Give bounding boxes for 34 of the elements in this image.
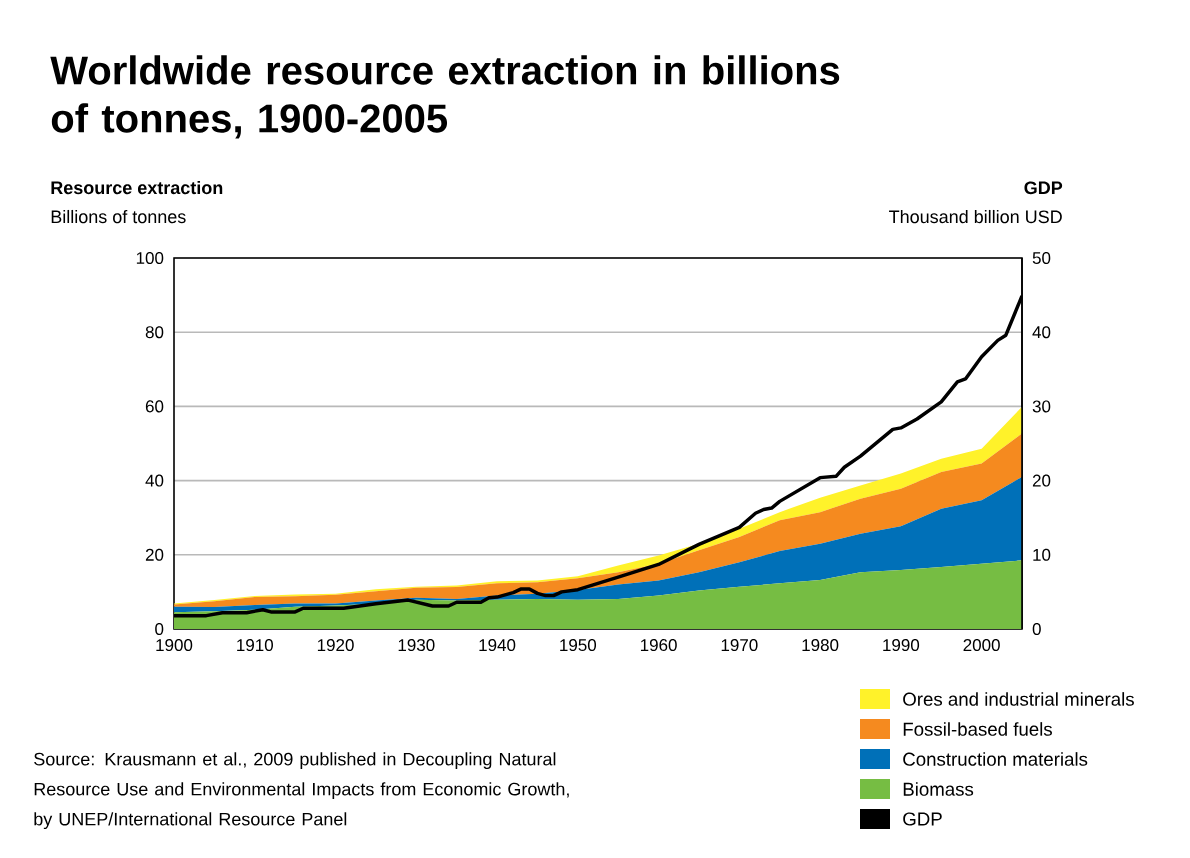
x-tick-label: 1900 [156, 639, 193, 652]
y-tick-label: 40 [145, 474, 164, 487]
y-axis-title: Resource extraction [51, 180, 223, 195]
y2-tick-label: 10 [1033, 548, 1051, 561]
y2-axis-title: GDP [1024, 181, 1063, 195]
legend-label: GDP [903, 812, 942, 826]
x-tick-label: 2000 [963, 639, 1000, 652]
y2-tick-label: 40 [1032, 326, 1051, 339]
legend-label: Biomass [903, 782, 974, 796]
legend-label: Ores and industrial minerals [903, 692, 1134, 706]
y-tick-label: 0 [155, 622, 164, 636]
y-tick-label: 100 [136, 251, 164, 265]
x-tick-label: 1990 [883, 639, 920, 652]
source-note: Source: Krausmann et al., 2009 published in Decoupling Natural Resource Use and Environmental Impacts from Economic Growth, by UNEP/International Resource Panel [34, 752, 569, 830]
y2-tick-label: 50 [1032, 251, 1051, 265]
legend-label: Construction materials [903, 752, 1088, 766]
legend-label: Fossil-based fuels [903, 722, 1052, 736]
x-tick-label: 1940 [479, 639, 516, 652]
x-tick-label: 1960 [640, 639, 677, 652]
x-tick-label: 1930 [398, 639, 435, 652]
y-tick-label: 80 [145, 326, 164, 339]
x-tick-label: 1970 [721, 639, 758, 652]
text: Billions of tonnes [51, 209, 186, 224]
x-tick-label: 1950 [560, 639, 597, 652]
text: Thousand billion USD [889, 209, 1062, 224]
y2-tick-label: 20 [1032, 474, 1051, 487]
x-tick-label: 1910 [237, 639, 273, 652]
x-tick-label: 1920 [317, 639, 354, 652]
y2-tick-label: 30 [1032, 400, 1051, 413]
y-tick-label: 20 [145, 548, 164, 561]
y2-tick-label: 0 [1032, 622, 1041, 636]
y-tick-label: 60 [145, 400, 164, 413]
chart-title: Worldwide resource extraction in billions of tonnes, 1900-2005 [50, 55, 840, 139]
x-tick-label: 1980 [802, 639, 839, 652]
